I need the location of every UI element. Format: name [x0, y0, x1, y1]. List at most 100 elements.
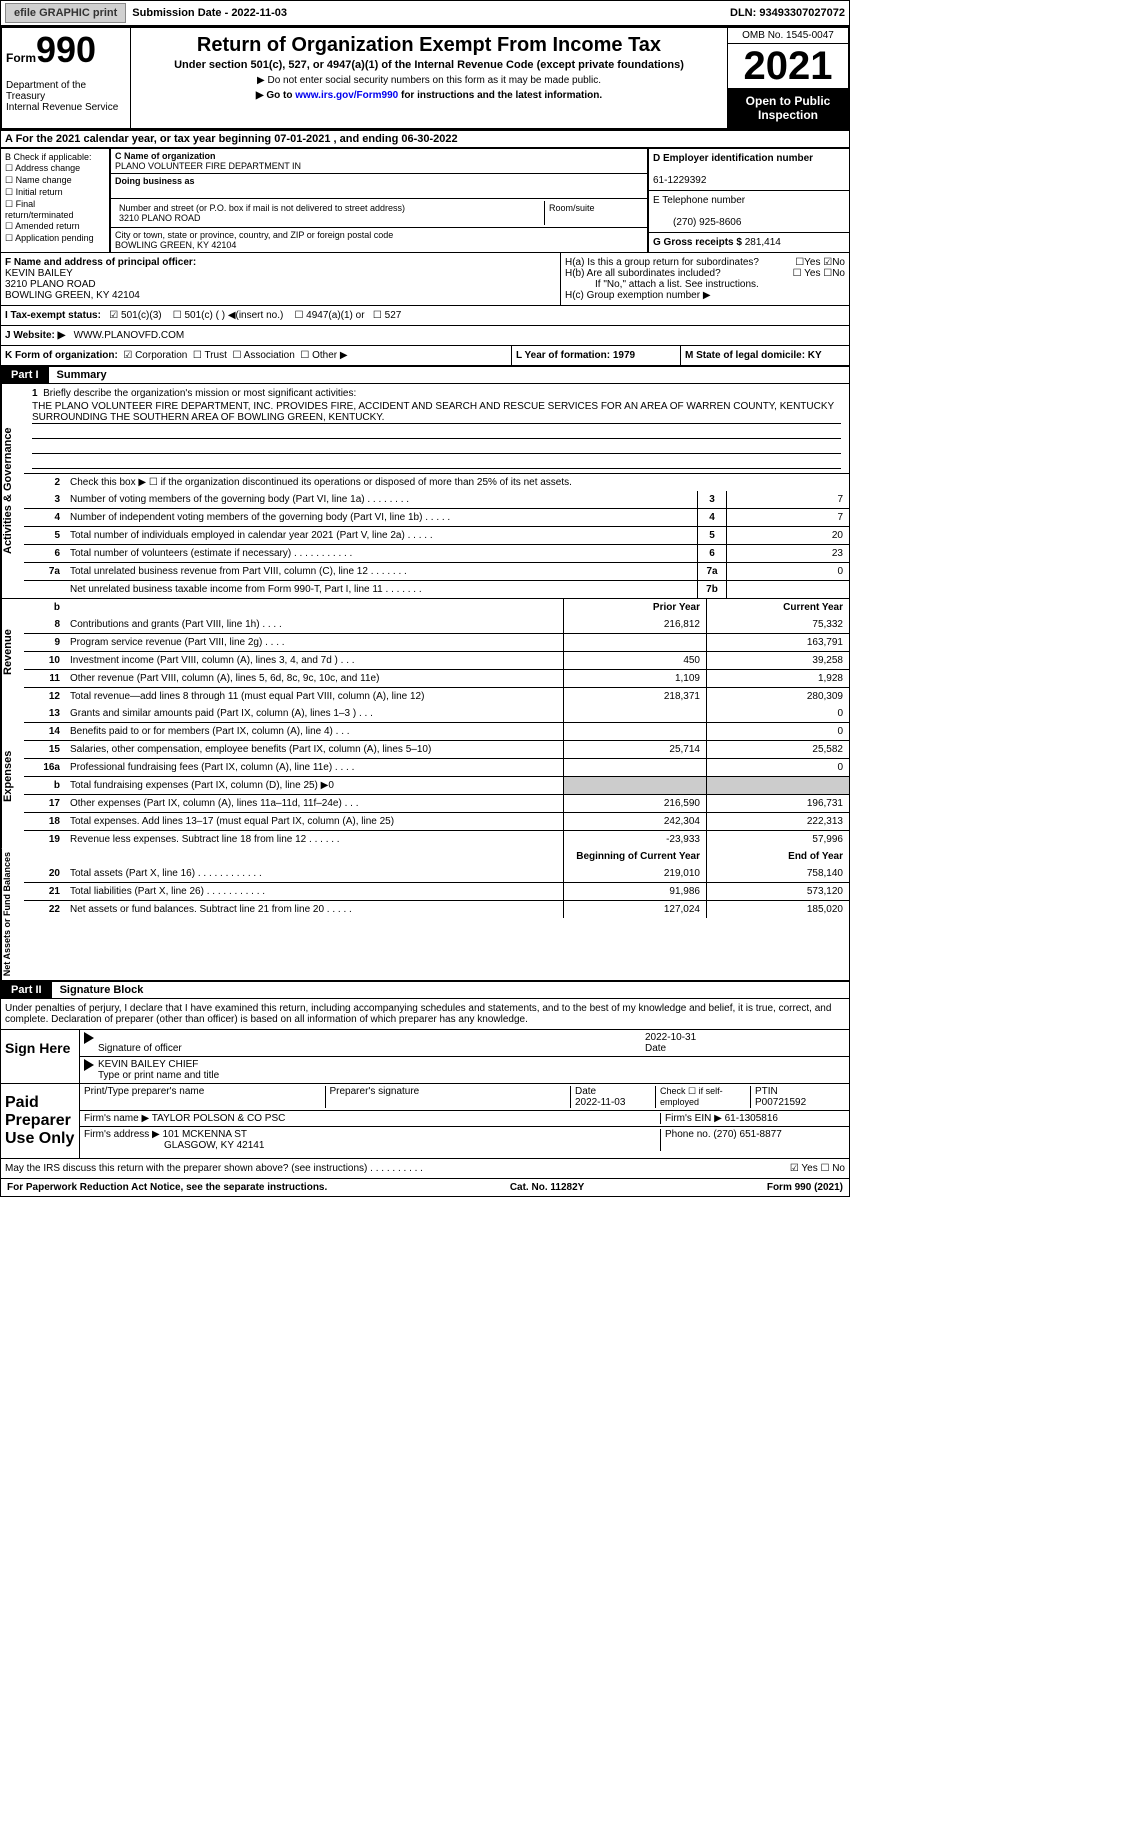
e-phone-label: E Telephone number: [653, 195, 745, 206]
officer-name: KEVIN BAILEY: [5, 268, 73, 279]
part1-header: Part I Summary: [0, 366, 850, 384]
cb-name-change[interactable]: ☐ Name change: [5, 175, 105, 186]
side-expenses: Expenses: [1, 705, 24, 848]
phone-label: Phone no.: [665, 1129, 711, 1140]
dba-label: Doing business as: [115, 176, 195, 186]
row-k-l-m: K Form of organization: ☑ Corporation ☐ …: [0, 346, 850, 366]
officer-addr2: BOWLING GREEN, KY 42104: [5, 290, 140, 301]
row-j-website: J Website: ▶ WWW.PLANOVFD.COM: [0, 326, 850, 346]
firm-addr-label: Firm's address ▶: [84, 1129, 160, 1140]
mission-blank3: [32, 456, 841, 469]
prior-year-hdr: Prior Year: [563, 599, 706, 616]
hb-yn[interactable]: ☐ Yes ☐No: [793, 268, 845, 279]
ha-yn[interactable]: ☐Yes ☑No: [795, 257, 845, 268]
part2-title: Signature Block: [52, 984, 144, 996]
line6: 6Total number of volunteers (estimate if…: [24, 544, 849, 562]
cb-amended[interactable]: ☐ Amended return: [5, 221, 105, 232]
firm-addr1: 101 MCKENNA ST: [163, 1129, 247, 1140]
part2-header: Part II Signature Block: [0, 981, 850, 999]
row-i-tax-status: I Tax-exempt status: ☑ 501(c)(3) ☐ 501(c…: [0, 306, 850, 326]
line21: 21Total liabilities (Part X, line 26) . …: [24, 882, 849, 900]
open-to-public: Open to Public Inspection: [728, 88, 848, 128]
firm-addr2: GLASGOW, KY 42141: [84, 1140, 264, 1151]
col-b-checkboxes: B Check if applicable: ☐ Address change …: [1, 149, 110, 252]
line3: 3Number of voting members of the governi…: [24, 491, 849, 508]
prep-date: 2022-11-03: [575, 1097, 625, 1108]
sign-here-block: Sign Here Signature of officer 2022-10-3…: [0, 1030, 850, 1084]
i-label: I Tax-exempt status:: [5, 310, 101, 321]
line2-text: Check this box ▶ ☐ if the organization d…: [66, 474, 849, 491]
may-discuss-yn[interactable]: ☑ Yes ☐ No: [790, 1163, 845, 1174]
line4: 4Number of independent voting members of…: [24, 508, 849, 526]
mission-blank1: [32, 426, 841, 439]
prep-sig-label: Preparer's signature: [325, 1086, 571, 1108]
line: Net unrelated business taxable income fr…: [24, 580, 849, 598]
cb-application-pending[interactable]: ☐ Application pending: [5, 233, 105, 244]
mission-blank2: [32, 441, 841, 454]
top-bar: efile GRAPHIC print Submission Date - 20…: [0, 0, 850, 26]
cb-final-return[interactable]: ☐ Final return/terminated: [5, 199, 105, 220]
cb-assoc[interactable]: ☐ Association: [232, 350, 294, 361]
line18: 18Total expenses. Add lines 13–17 (must …: [24, 812, 849, 830]
form-ref: Form 990 (2021): [767, 1182, 843, 1193]
rev-header-row: b Prior Year Current Year: [24, 599, 849, 616]
may-discuss-row: May the IRS discuss this return with the…: [0, 1159, 850, 1179]
h-note: If "No," attach a list. See instructions…: [565, 279, 845, 290]
form-subtitle: Under section 501(c), 527, or 4947(a)(1)…: [135, 59, 723, 71]
line15: 15Salaries, other compensation, employee…: [24, 740, 849, 758]
sig-name: KEVIN BAILEY CHIEF: [98, 1059, 198, 1070]
line5: 5Total number of individuals employed in…: [24, 526, 849, 544]
expenses-section: Expenses 13Grants and similar amounts pa…: [0, 705, 850, 848]
phone-value: (270) 651-8877: [713, 1129, 781, 1140]
cb-501c[interactable]: ☐ 501(c) ( ) ◀(insert no.): [173, 310, 284, 321]
firm-ein: 61-1305816: [725, 1113, 778, 1124]
row-a-period: A For the 2021 calendar year, or tax yea…: [0, 130, 850, 148]
line17: 17Other expenses (Part IX, column (A), l…: [24, 794, 849, 812]
form-title: Return of Organization Exempt From Incom…: [135, 34, 723, 57]
line14: 14Benefits paid to or for members (Part …: [24, 722, 849, 740]
form-note2: ▶ Go to www.irs.gov/Form990 for instruct…: [135, 90, 723, 101]
line12: 12Total revenue—add lines 8 through 11 (…: [24, 687, 849, 705]
firm-ein-label: Firm's EIN ▶: [665, 1113, 722, 1124]
paperwork-notice: For Paperwork Reduction Act Notice, see …: [7, 1182, 327, 1193]
side-revenue: Revenue: [1, 599, 24, 705]
d-ein-label: D Employer identification number: [653, 153, 813, 164]
g-receipts-value: 281,414: [745, 237, 781, 248]
cb-other[interactable]: ☐ Other ▶: [300, 350, 347, 361]
prep-self-employed[interactable]: Check ☐ if self-employed: [655, 1086, 750, 1108]
sig-officer-label: Signature of officer: [98, 1043, 182, 1054]
prep-date-label: Date: [575, 1086, 596, 1097]
room-suite-label: Room/suite: [545, 201, 643, 225]
part1-title: Summary: [49, 369, 107, 381]
line22: 22Net assets or fund balances. Subtract …: [24, 900, 849, 918]
part1-num: Part I: [1, 367, 49, 383]
hb-label: H(b) Are all subordinates included?: [565, 268, 721, 279]
irs-link[interactable]: www.irs.gov/Form990: [295, 90, 398, 101]
cb-4947[interactable]: ☐ 4947(a)(1) or: [294, 310, 364, 321]
cb-527[interactable]: ☐ 527: [373, 310, 401, 321]
arrow-icon: [84, 1032, 94, 1044]
arrow-icon: [84, 1059, 94, 1071]
footer: For Paperwork Reduction Act Notice, see …: [0, 1179, 850, 1197]
cb-address-change[interactable]: ☐ Address change: [5, 163, 105, 174]
line19: 19Revenue less expenses. Subtract line 1…: [24, 830, 849, 848]
begin-year-hdr: Beginning of Current Year: [563, 848, 706, 865]
k-label: K Form of organization:: [5, 350, 118, 361]
sig-date: 2022-10-31: [645, 1032, 696, 1043]
submission-date: Submission Date - 2022-11-03: [132, 7, 287, 19]
mission-label: Briefly describe the organization's miss…: [43, 388, 356, 399]
efile-print-button[interactable]: efile GRAPHIC print: [5, 3, 126, 23]
sign-here-label: Sign Here: [1, 1030, 79, 1083]
net-assets-section: Net Assets or Fund Balances Beginning of…: [0, 848, 850, 981]
line2: 2Check this box ▶ ☐ if the organization …: [24, 473, 849, 491]
cb-trust[interactable]: ☐ Trust: [193, 350, 227, 361]
cb-corp[interactable]: ☑ Corporation: [123, 350, 187, 361]
side-net: Net Assets or Fund Balances: [1, 848, 24, 980]
lineb: bTotal fundraising expenses (Part IX, co…: [24, 776, 849, 794]
dln: DLN: 93493307027072: [730, 7, 845, 19]
penalties-text: Under penalties of perjury, I declare th…: [0, 999, 850, 1030]
cb-501c3[interactable]: ☑ 501(c)(3): [109, 310, 161, 321]
cb-initial-return[interactable]: ☐ Initial return: [5, 187, 105, 198]
line20: 20Total assets (Part X, line 16) . . . .…: [24, 865, 849, 882]
line11: 11Other revenue (Part VIII, column (A), …: [24, 669, 849, 687]
